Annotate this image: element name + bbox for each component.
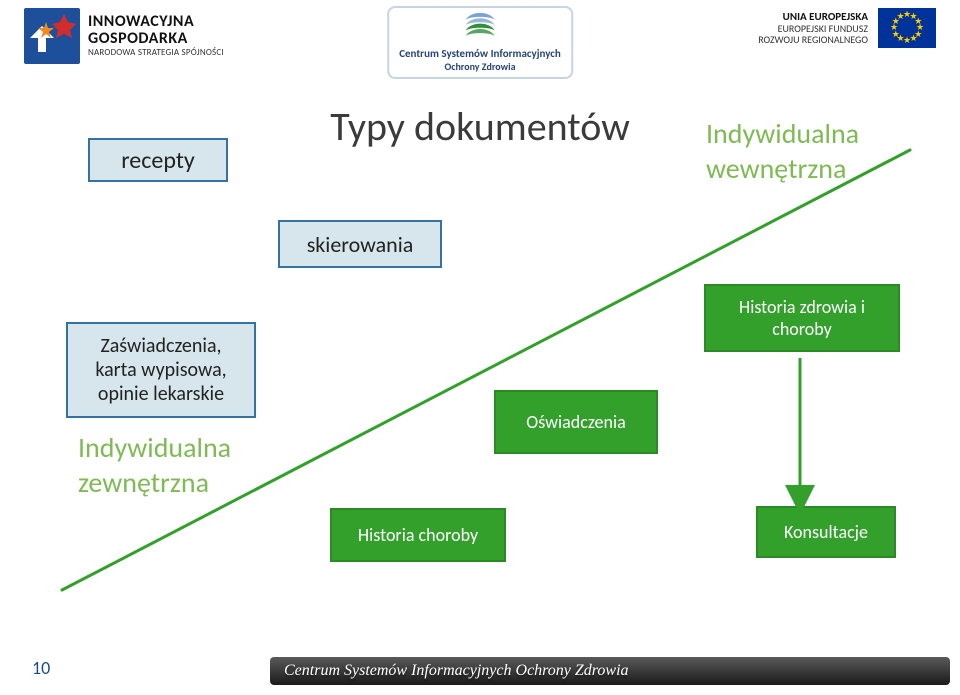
box-historia-zdrowia: Historia zdrowia i choroby [704,284,900,352]
label-internal: Indywidualnawewnętrzna [706,116,859,186]
box-oswiadczenia: Oświadczenia [494,390,658,454]
csioz-swirl-icon [462,10,498,40]
box-zaswiadczenia: Zaświadczenia, karta wypisowa, opinie le… [66,322,256,418]
ig-line2: GOSPODARKA [88,31,224,48]
label-external: Indywidualnazewnętrzna [78,430,231,500]
header: INNOWACYJNA GOSPODARKA NARODOWA STRATEGI… [0,0,960,80]
eu-line3: ROZWOJU REGIONALNEGO [758,34,868,45]
footer-org: Centrum Systemów Informacyjnych Ochrony … [270,657,950,685]
ig-line3: NARODOWA STRATEGIA SPÓJNOŚCI [88,48,224,57]
logo-csioz: Centrum Systemów Informacyjnych Ochrony … [387,6,573,79]
box-historia-choroby: Historia choroby [330,508,506,562]
page-title: Typy dokumentów [330,102,630,151]
eu-flag-icon: ★★★★★★★★★★★★ [878,8,936,48]
logo-innowacyjna-gospodarka: INNOWACYJNA GOSPODARKA NARODOWA STRATEGI… [24,8,224,64]
footer: 10 Centrum Systemów Informacyjnych Ochro… [0,649,960,695]
arrow-down-icon [780,358,820,510]
csioz-line1: Centrum Systemów Informacyjnych [399,47,561,60]
csioz-line2: Ochrony Zdrowia [399,60,561,73]
box-konsultacje: Konsultacje [756,506,896,558]
page-number: 10 [32,657,50,679]
box-recepty: recepty [88,138,228,182]
diagram: Typy dokumentów Indywidualnazewnętrzna I… [0,110,960,630]
logo-eu: UNIA EUROPEJSKA EUROPEJSKI FUNDUSZ ROZWO… [758,8,936,48]
ig-mark-icon [24,8,80,64]
box-skierowania: skierowania [278,220,442,268]
